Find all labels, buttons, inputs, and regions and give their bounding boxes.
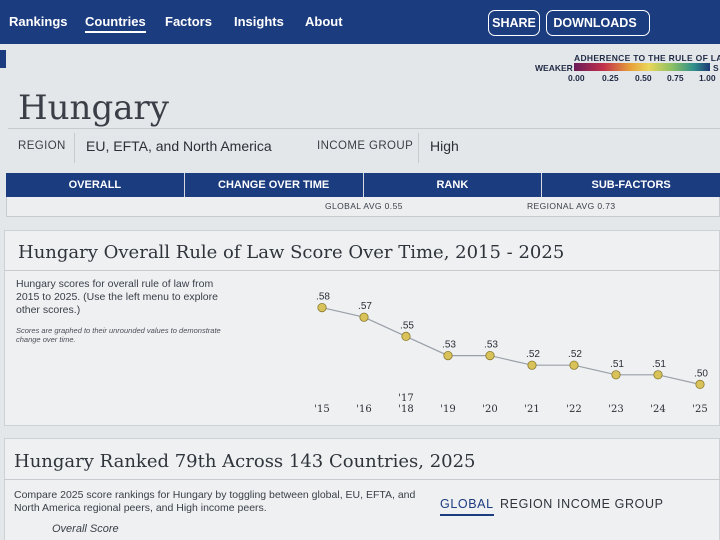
- x-tick-label: '22: [566, 404, 581, 415]
- x-tick-label: '19: [440, 404, 455, 415]
- data-label: .50: [694, 368, 708, 379]
- data-label: .51: [652, 359, 666, 370]
- data-point: [485, 351, 495, 361]
- tab-rank[interactable]: RANK: [364, 173, 543, 197]
- income-group-label: INCOME GROUP: [317, 140, 414, 152]
- divider: [4, 270, 720, 271]
- ranking-description: Compare 2025 score rankings for Hungary …: [14, 489, 434, 515]
- downloads-button-label: DOWNLOADS: [553, 16, 637, 30]
- legend-tick: 1.00: [699, 73, 716, 83]
- region-value: EU, EFTA, and North America: [86, 138, 272, 154]
- legend-tick: 0.00: [568, 73, 585, 83]
- toggle-income-group[interactable]: INCOME GROUP: [557, 497, 664, 511]
- regional-average-label: REGIONAL AVG 0.73: [527, 201, 616, 211]
- share-button-label: SHARE: [492, 16, 536, 30]
- share-button[interactable]: SHARE: [488, 10, 540, 36]
- income-group-value: High: [430, 138, 459, 154]
- note-line: Scores are graphed to their unrounded va…: [16, 326, 221, 335]
- ranking-title: Hungary Ranked 79th Across 143 Countries…: [14, 451, 476, 472]
- legend-weaker-label: WEAKER: [535, 63, 573, 73]
- nav-insights[interactable]: Insights: [234, 14, 284, 29]
- global-average-label: GLOBAL AVG 0.55: [325, 201, 403, 211]
- region-label: REGION: [18, 140, 66, 152]
- legend-tick: 0.50: [635, 73, 652, 83]
- x-tick-label: '17: [398, 393, 413, 404]
- legend-stronger-label: S: [713, 63, 719, 73]
- data-point: [695, 379, 705, 390]
- x-tick-label: '20: [482, 404, 497, 415]
- divider: [418, 133, 419, 163]
- divider: [4, 479, 720, 480]
- data-point: [569, 360, 579, 370]
- description-line: 2015 to 2025. (Use the left menu to expl…: [16, 291, 218, 303]
- data-point: [401, 331, 411, 342]
- data-label: .58: [316, 292, 330, 303]
- nav-countries[interactable]: Countries: [85, 14, 146, 33]
- data-label: .51: [610, 359, 624, 370]
- x-tick-label: '25: [692, 404, 707, 415]
- legend-title: ADHERENCE TO THE RULE OF LAW: [574, 53, 720, 63]
- data-label: .53: [484, 340, 498, 351]
- series-line: [321, 307, 701, 385]
- description-line: Hungary scores for overall rule of law f…: [16, 278, 214, 290]
- country-info-row: REGION EU, EFTA, and North America INCOM…: [8, 128, 720, 164]
- page-title: Hungary: [18, 88, 169, 128]
- legend-color-scale: [574, 63, 710, 71]
- data-label: .57: [358, 301, 372, 312]
- legend-tick: 0.75: [667, 73, 684, 83]
- data-label: .55: [400, 320, 414, 331]
- data-point: [359, 312, 369, 322]
- note-line: change over time.: [16, 335, 76, 344]
- legend-ticks: 0.00 0.25 0.50 0.75 1.00: [568, 73, 718, 85]
- divider: [74, 133, 75, 163]
- data-label: .52: [526, 349, 540, 360]
- x-tick-label: '23: [608, 404, 623, 415]
- x-tick-label: '16: [356, 404, 371, 415]
- overall-score-label: Overall Score: [52, 523, 119, 535]
- chart-title: Hungary Overall Rule of Law Score Over T…: [18, 242, 565, 263]
- data-point: [527, 360, 537, 370]
- top-nav: Rankings Countries Factors Insights Abou…: [0, 0, 720, 44]
- nav-rankings[interactable]: Rankings: [9, 14, 68, 29]
- x-tick-label: '15: [314, 404, 329, 415]
- data-point: [317, 303, 327, 313]
- data-label: .53: [442, 340, 456, 351]
- description-line: North America regional peers, and High i…: [14, 502, 267, 514]
- chart-description: Hungary scores for overall rule of law f…: [16, 278, 256, 317]
- chart-note: Scores are graphed to their unrounded va…: [16, 326, 256, 344]
- x-tick-label: '18: [398, 404, 413, 415]
- x-tick-label: '21: [524, 404, 539, 415]
- tab-sub-factors[interactable]: SUB-FACTORS: [591, 179, 671, 191]
- description-line: Compare 2025 score rankings for Hungary …: [14, 489, 416, 501]
- x-tick-label: '24: [650, 404, 665, 415]
- tab-overall[interactable]: OVERALL: [6, 173, 185, 197]
- data-point: [443, 351, 453, 361]
- description-line: other scores.): [16, 304, 81, 316]
- score-over-time-card: [4, 230, 720, 426]
- nav-about[interactable]: About: [305, 14, 343, 29]
- ranking-card: [4, 438, 720, 540]
- tab-change-over-time[interactable]: CHANGE OVER TIME: [185, 173, 364, 197]
- legend-tick: 0.25: [602, 73, 619, 83]
- data-point: [653, 370, 663, 380]
- toggle-global[interactable]: GLOBAL: [440, 497, 494, 516]
- section-marker: [0, 50, 6, 68]
- score-tabs: OVERALL CHANGE OVER TIME RANK SUB-FACTOR…: [6, 173, 720, 197]
- nav-factors[interactable]: Factors: [165, 14, 212, 29]
- toggle-region[interactable]: REGION: [500, 497, 553, 511]
- data-point: [611, 370, 621, 380]
- downloads-button[interactable]: DOWNLOADS: [546, 10, 650, 36]
- data-label: .52: [568, 349, 582, 360]
- score-line-chart: .58.57.55.53.53.52.52.51.51.50'15'16'17'…: [314, 292, 708, 415]
